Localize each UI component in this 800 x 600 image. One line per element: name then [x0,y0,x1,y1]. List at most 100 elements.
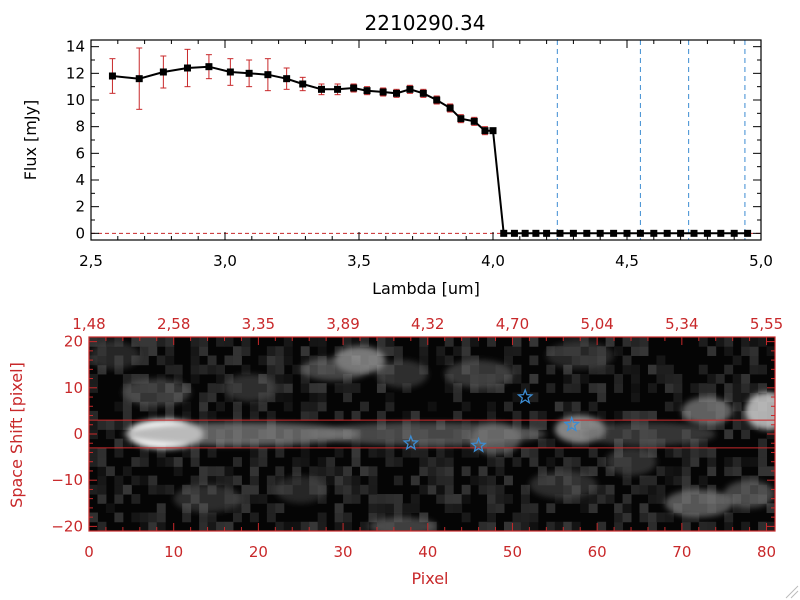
noise-pixel [148,401,158,412]
noise-pixel [97,494,107,504]
noise-pixel [224,355,234,366]
noise-pixel [631,337,640,347]
noise-pixel [478,475,488,486]
noise-pixel [715,373,725,384]
noise-pixel [89,457,98,467]
noise-pixel [207,383,217,393]
noise-pixel [224,475,234,486]
noise-pixel [758,364,768,375]
noise-pixel [393,494,403,504]
noise-pixel [461,447,471,458]
noise-pixel [343,494,353,504]
noise-pixel [97,466,107,477]
x-tick-label: 50 [503,543,522,561]
noise-pixel [724,392,734,403]
noise-pixel [690,447,700,458]
noise-pixel [656,364,666,375]
noise-pixel [741,383,751,393]
noise-pixel [266,355,276,366]
noise-pixel [588,364,598,375]
noise-pixel [131,373,141,384]
noise-pixel [224,392,234,403]
reference-lines [556,40,746,240]
noise-pixel [563,401,573,412]
noise-pixel [427,484,437,495]
noise-pixel [275,503,285,514]
noise-pixel [470,383,480,393]
noise-pixel [614,512,624,523]
noise-pixel [122,466,132,477]
emission-blob [724,480,775,508]
noise-pixel [503,521,513,532]
noise-pixel [97,447,107,458]
noise-pixel [707,521,717,532]
noise-pixel [105,429,115,440]
noise-pixel [360,521,369,532]
noise-pixel [580,503,590,514]
noise-pixel [656,494,666,504]
noise-pixel [334,503,344,514]
x-tick-label: 4,5 [615,252,639,270]
noise-pixel [241,364,251,375]
flux-point [500,229,508,237]
noise-pixel [309,392,319,403]
noise-pixel [631,392,640,403]
noise-pixel [512,521,522,532]
noise-pixel [690,438,700,449]
noise-pixel [148,346,158,356]
noise-pixel [275,373,285,384]
noise-pixel [393,475,403,486]
y-tick-label: 8 [75,118,85,136]
noise-pixel [139,355,149,366]
noise-pixel [410,447,420,458]
noise-pixel [588,466,598,477]
noise-pixel [156,355,166,366]
noise-pixel [673,373,683,384]
noise-pixel [487,337,497,347]
noise-pixel [546,364,556,375]
flux-point [264,71,272,79]
noise-pixel [698,337,708,347]
noise-pixel [89,512,98,523]
noise-pixel [681,484,691,495]
noise-pixel [487,503,497,514]
star-marker [516,388,534,405]
noise-pixel [207,447,217,458]
noise-pixel [317,438,327,449]
noise-pixel [495,494,505,504]
noise-pixel [300,346,310,356]
emission-blob [300,357,369,381]
noise-pixel [732,466,742,477]
noise-pixel [673,447,683,458]
noise-pixel [664,383,674,393]
noise-pixel [707,420,717,430]
noise-pixel [131,457,141,467]
noise-pixel [368,466,378,477]
noise-pixel [173,457,183,467]
noise-pixel [520,494,530,504]
noise-pixel [249,484,259,495]
noise-pixel [419,447,429,458]
noise-pixel [656,466,666,477]
star-marker [470,436,487,453]
noise-pixel [436,466,446,477]
noise-pixel [216,401,226,412]
y-tick-label: 0 [73,425,83,443]
noise-pixel [275,521,285,532]
noise-pixel [148,484,158,495]
noise-pixel [114,494,124,504]
noise-pixel [156,521,166,532]
noise-pixel [614,503,624,514]
flux-point [569,229,577,237]
noise-pixel [317,494,327,504]
flux-point [457,115,465,123]
noise-pixel [368,484,378,495]
noise-pixel [647,484,657,495]
noise-pixel [520,383,530,393]
noise-pixel [165,401,175,412]
noise-pixel [749,337,759,347]
noise-pixel [275,447,285,458]
noise-pixel [376,337,386,347]
noise-pixel [554,494,564,504]
noise-pixel [520,521,530,532]
